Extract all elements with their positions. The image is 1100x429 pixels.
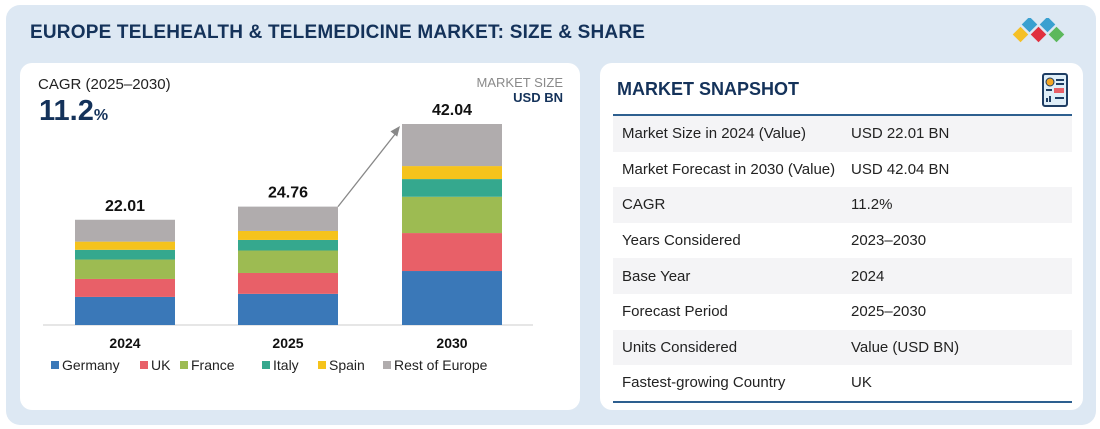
bar-segment-rest-of-europe-2024 <box>75 219 175 242</box>
snapshot-table: Market Size in 2024 (Value) USD 22.01 BN M… <box>613 114 1072 403</box>
legend-label: Italy <box>273 357 299 373</box>
row-label: CAGR <box>622 196 666 214</box>
bar-segment-italy-2030 <box>402 179 502 197</box>
legend-swatch <box>262 361 270 369</box>
row-value: 2023–2030 <box>851 232 927 250</box>
bar-total-label: 22.01 <box>105 198 145 215</box>
row-label: Forecast Period <box>622 303 728 321</box>
legend-label: Rest of Europe <box>394 357 488 373</box>
row-label: Units Considered <box>622 338 738 356</box>
bar-segment-germany-2024 <box>75 296 175 325</box>
row-label: Base Year <box>622 267 691 285</box>
x-tick-label: 2030 <box>436 335 467 351</box>
legend-swatch <box>383 361 391 369</box>
bar-segment-france-2024 <box>75 259 175 279</box>
table-row: Base Year 2024 <box>613 258 1072 294</box>
bar-segment-spain-2024 <box>75 241 175 250</box>
unit-label: MARKET SIZE <box>477 75 564 90</box>
legend-swatch <box>140 361 148 369</box>
snapshot-card: MARKET SNAPSHOT Market Size in 2024 (Val… <box>600 63 1083 410</box>
chart-card: CAGR (2025–2030) 11.2% MARKET SIZE USD B… <box>20 63 580 410</box>
table-row: Forecast Period 2025–2030 <box>613 294 1072 330</box>
bar-segment-france-2030 <box>402 196 502 234</box>
legend-label: Spain <box>329 357 365 373</box>
bar-segment-italy-2024 <box>75 249 175 260</box>
row-label: Years Considered <box>622 232 741 250</box>
row-value: 2025–2030 <box>851 303 927 321</box>
bar-segment-germany-2025 <box>238 293 338 325</box>
unit-value: USD BN <box>513 90 563 105</box>
cagr-value-group: 11.2% <box>39 95 108 127</box>
table-row: Years Considered 2023–2030 <box>613 223 1072 259</box>
snapshot-title: MARKET SNAPSHOT <box>617 79 800 99</box>
row-label: Market Size in 2024 (Value) <box>622 125 806 143</box>
bar-segment-uk-2025 <box>238 272 338 294</box>
bar-segment-uk-2024 <box>75 278 175 297</box>
bar-total-label: 42.04 <box>432 102 472 119</box>
row-label: Fastest-growing Country <box>622 374 786 392</box>
brand-logo-icon <box>1012 18 1065 43</box>
stacked-bar-chart: CAGR (2025–2030) 11.2% MARKET SIZE USD B… <box>38 75 564 373</box>
row-value: Value (USD BN) <box>851 338 960 356</box>
table-row: Units Considered Value (USD BN) <box>613 329 1072 366</box>
bar-segment-spain-2030 <box>402 166 502 180</box>
bar-segment-france-2025 <box>238 250 338 273</box>
row-label: Market Forecast in 2030 (Value) <box>622 160 836 178</box>
row-value: USD 42.04 BN <box>851 160 950 178</box>
cagr-unit: % <box>94 107 108 124</box>
x-tick-label: 2024 <box>109 335 140 351</box>
bar-segment-spain-2025 <box>238 230 338 240</box>
growth-arrow <box>337 132 397 208</box>
cagr-value: 11.2 <box>39 95 94 127</box>
bar-segment-italy-2025 <box>238 239 338 251</box>
bar-segment-uk-2030 <box>402 233 502 272</box>
table-row: Market Forecast in 2030 (Value) USD 42.04… <box>613 152 1072 188</box>
bar-segment-germany-2030 <box>402 271 502 325</box>
cagr-label: CAGR (2025–2030) <box>38 76 171 93</box>
row-value: UK <box>851 374 872 392</box>
table-row: Fastest-growing Country UK <box>613 365 1072 401</box>
legend-label: UK <box>151 357 171 373</box>
bar-segment-rest-of-europe-2025 <box>238 206 338 231</box>
page-title: EUROPE TELEHEALTH & TELEMEDICINE MARKET:… <box>30 22 646 43</box>
legend-swatch <box>51 361 59 369</box>
report-icon <box>1042 73 1068 107</box>
bar-segment-rest-of-europe-2030 <box>402 124 502 167</box>
x-tick-label: 2025 <box>272 335 303 351</box>
row-value: USD 22.01 BN <box>851 125 950 143</box>
legend-label: Germany <box>62 357 120 373</box>
row-value: 2024 <box>851 267 885 285</box>
table-row: CAGR 11.2% <box>613 187 1072 223</box>
row-value: 11.2% <box>851 196 893 214</box>
table-row: Market Size in 2024 (Value) USD 22.01 BN <box>613 116 1072 152</box>
legend-swatch <box>318 361 326 369</box>
bar-total-label: 24.76 <box>268 185 308 202</box>
legend-label: France <box>191 357 235 373</box>
legend-swatch <box>180 361 188 369</box>
growth-arrow-head <box>390 126 400 137</box>
